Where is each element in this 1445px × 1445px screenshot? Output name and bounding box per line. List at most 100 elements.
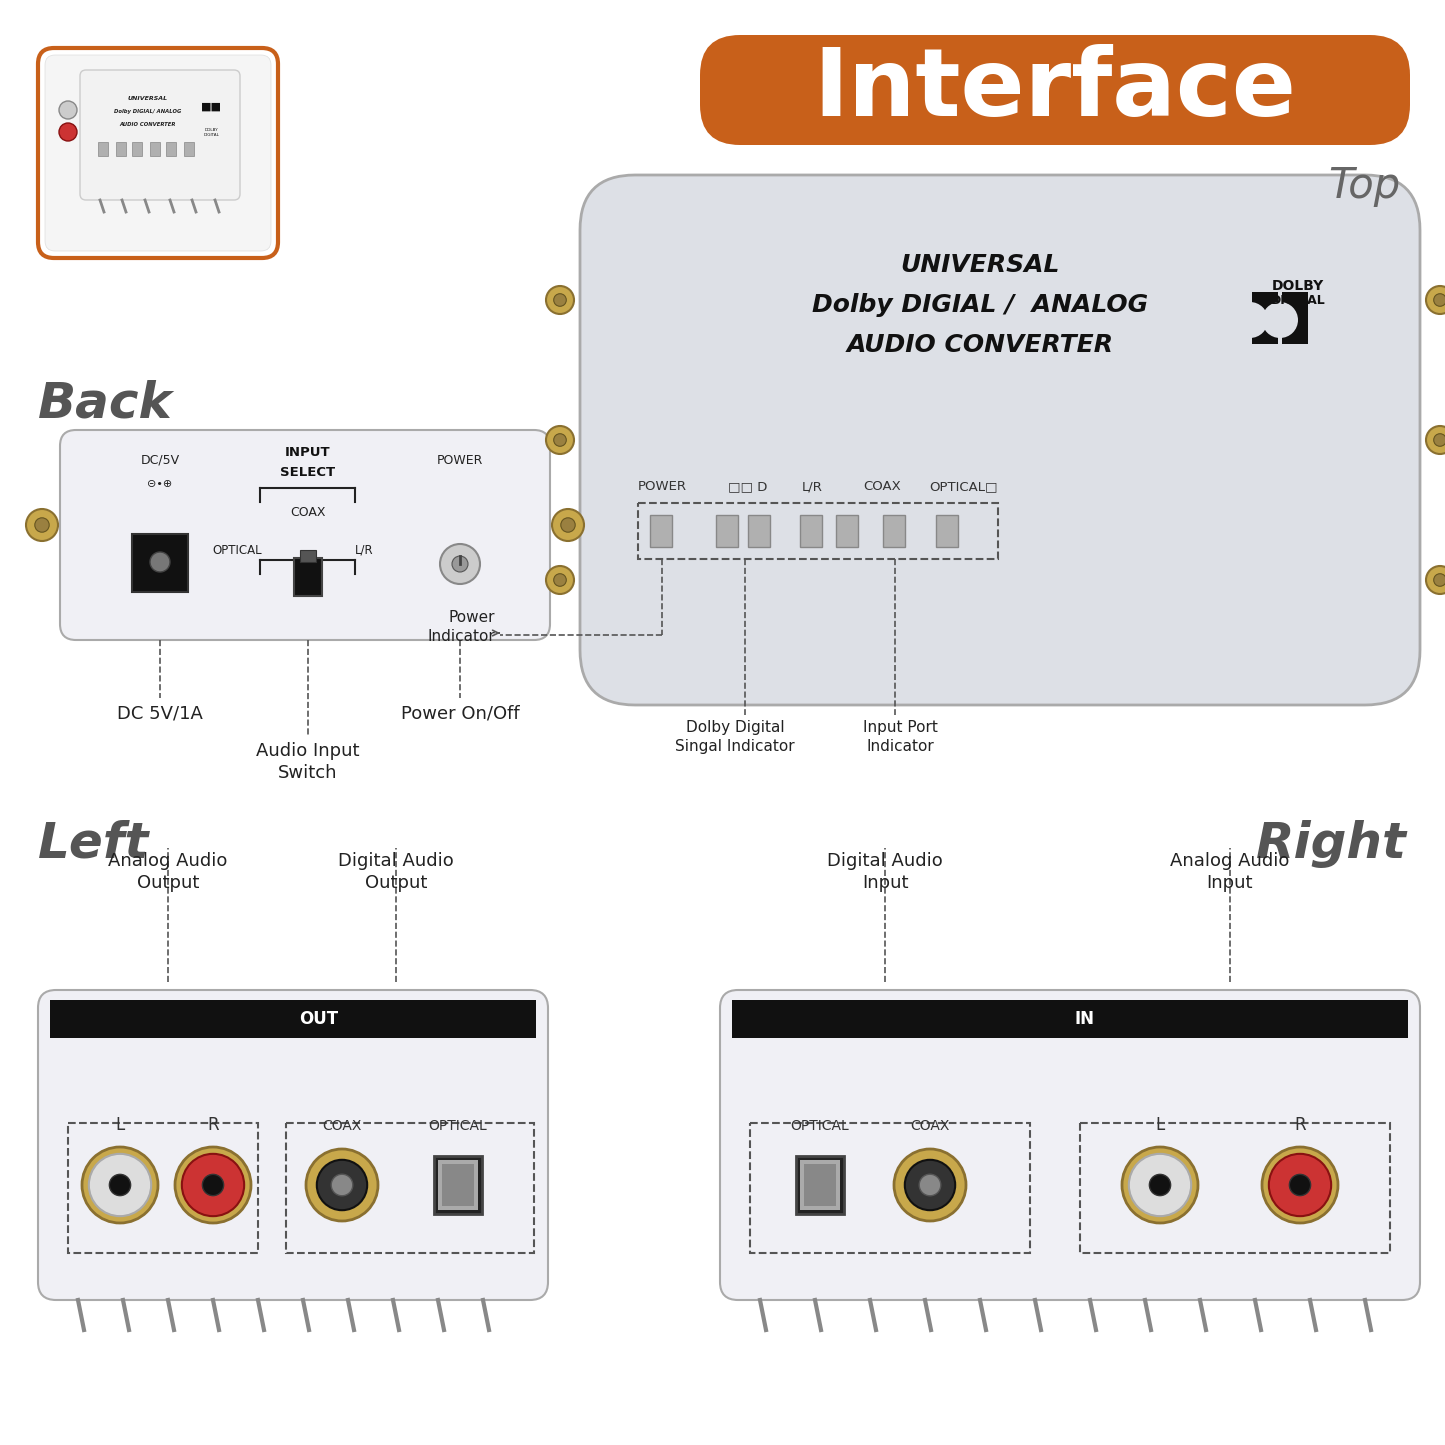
- Bar: [1251, 292, 1277, 344]
- Bar: [301, 551, 316, 562]
- Circle shape: [26, 509, 58, 540]
- Text: POWER: POWER: [436, 454, 483, 467]
- Text: ⊝•⊕: ⊝•⊕: [147, 478, 172, 488]
- Circle shape: [182, 1155, 244, 1217]
- Circle shape: [1149, 1175, 1170, 1195]
- Circle shape: [1426, 426, 1445, 454]
- Circle shape: [553, 293, 566, 306]
- Text: L: L: [1156, 1116, 1165, 1134]
- Text: L/R: L/R: [802, 480, 822, 493]
- Text: Digital Audio
Output: Digital Audio Output: [338, 853, 454, 892]
- Circle shape: [894, 1149, 967, 1221]
- FancyBboxPatch shape: [45, 55, 272, 251]
- Circle shape: [1433, 574, 1445, 587]
- Circle shape: [1269, 1155, 1331, 1217]
- Bar: [184, 142, 194, 156]
- Text: Audio Input
Switch: Audio Input Switch: [256, 741, 360, 782]
- Circle shape: [1433, 434, 1445, 447]
- FancyBboxPatch shape: [720, 990, 1420, 1300]
- Circle shape: [552, 509, 584, 540]
- Bar: [150, 142, 160, 156]
- Circle shape: [452, 556, 468, 572]
- Bar: [1282, 292, 1308, 344]
- Circle shape: [1233, 302, 1269, 338]
- Circle shape: [553, 434, 566, 447]
- Text: DIGITAL: DIGITAL: [1270, 293, 1325, 306]
- Circle shape: [1121, 1147, 1198, 1222]
- FancyBboxPatch shape: [699, 35, 1410, 145]
- Bar: [68, 1123, 259, 1253]
- Bar: [434, 1156, 483, 1214]
- Circle shape: [1433, 293, 1445, 306]
- FancyBboxPatch shape: [38, 990, 548, 1300]
- Text: Power On/Off: Power On/Off: [400, 705, 519, 722]
- Bar: [442, 1165, 474, 1207]
- Text: Right: Right: [1256, 819, 1407, 868]
- Text: Power
Indicator: Power Indicator: [428, 610, 496, 643]
- Text: OPTICAL: OPTICAL: [429, 1118, 487, 1133]
- Bar: [131, 142, 142, 156]
- Bar: [650, 514, 672, 548]
- Text: IN: IN: [1074, 1010, 1094, 1027]
- Text: Dolby DIGIAL/ ANALOG: Dolby DIGIAL/ ANALOG: [114, 110, 181, 114]
- Bar: [936, 514, 958, 548]
- Text: R: R: [207, 1116, 218, 1134]
- Circle shape: [1129, 1155, 1191, 1217]
- Text: SELECT: SELECT: [280, 465, 335, 478]
- Circle shape: [175, 1147, 251, 1222]
- Circle shape: [546, 566, 574, 594]
- Circle shape: [1261, 1147, 1338, 1222]
- Text: ■■: ■■: [201, 103, 221, 113]
- Text: L/R: L/R: [355, 543, 374, 556]
- Bar: [51, 1000, 536, 1038]
- Circle shape: [1426, 286, 1445, 314]
- Circle shape: [59, 101, 77, 118]
- Text: □□ D: □□ D: [728, 480, 767, 493]
- Bar: [801, 514, 822, 548]
- Text: Analog Audio
Input: Analog Audio Input: [1170, 853, 1290, 892]
- Text: COAX: COAX: [910, 1118, 949, 1133]
- Text: Dolby DIGIAL /  ANALOG: Dolby DIGIAL / ANALOG: [812, 293, 1149, 316]
- Circle shape: [1426, 566, 1445, 594]
- Text: COAX: COAX: [322, 1118, 361, 1133]
- Circle shape: [110, 1175, 130, 1195]
- Text: Interface: Interface: [814, 43, 1296, 136]
- Circle shape: [82, 1147, 158, 1222]
- Bar: [98, 142, 108, 156]
- Circle shape: [1289, 1175, 1311, 1195]
- Text: INPUT: INPUT: [285, 445, 331, 458]
- Text: UNIVERSAL: UNIVERSAL: [900, 253, 1059, 277]
- Text: OPTICAL: OPTICAL: [212, 543, 262, 556]
- Bar: [1079, 1123, 1390, 1253]
- Text: DC 5V/1A: DC 5V/1A: [117, 705, 202, 722]
- Text: COAX: COAX: [863, 480, 900, 493]
- Circle shape: [306, 1149, 379, 1221]
- Circle shape: [561, 517, 575, 532]
- Circle shape: [59, 123, 77, 142]
- Text: Analog Audio
Output: Analog Audio Output: [108, 853, 228, 892]
- Bar: [116, 142, 126, 156]
- Bar: [801, 1160, 840, 1209]
- Text: COAX: COAX: [290, 506, 325, 519]
- FancyBboxPatch shape: [61, 431, 551, 640]
- Circle shape: [553, 574, 566, 587]
- Text: OPTICAL□: OPTICAL□: [929, 480, 998, 493]
- Circle shape: [439, 543, 480, 584]
- Bar: [293, 558, 322, 595]
- Text: L: L: [116, 1116, 124, 1134]
- Bar: [837, 514, 858, 548]
- Circle shape: [150, 552, 171, 572]
- Text: Dolby Digital
Singal Indicator: Dolby Digital Singal Indicator: [675, 720, 795, 754]
- Text: DOLBY: DOLBY: [1272, 279, 1324, 293]
- Bar: [803, 1165, 837, 1207]
- Circle shape: [905, 1160, 955, 1211]
- Bar: [286, 1123, 535, 1253]
- Bar: [438, 1160, 478, 1209]
- FancyBboxPatch shape: [79, 69, 240, 199]
- Bar: [717, 514, 738, 548]
- Circle shape: [919, 1175, 941, 1196]
- Text: DC/5V: DC/5V: [140, 454, 179, 467]
- Text: R: R: [1295, 1116, 1306, 1134]
- Bar: [639, 503, 998, 559]
- Text: Left: Left: [38, 819, 149, 868]
